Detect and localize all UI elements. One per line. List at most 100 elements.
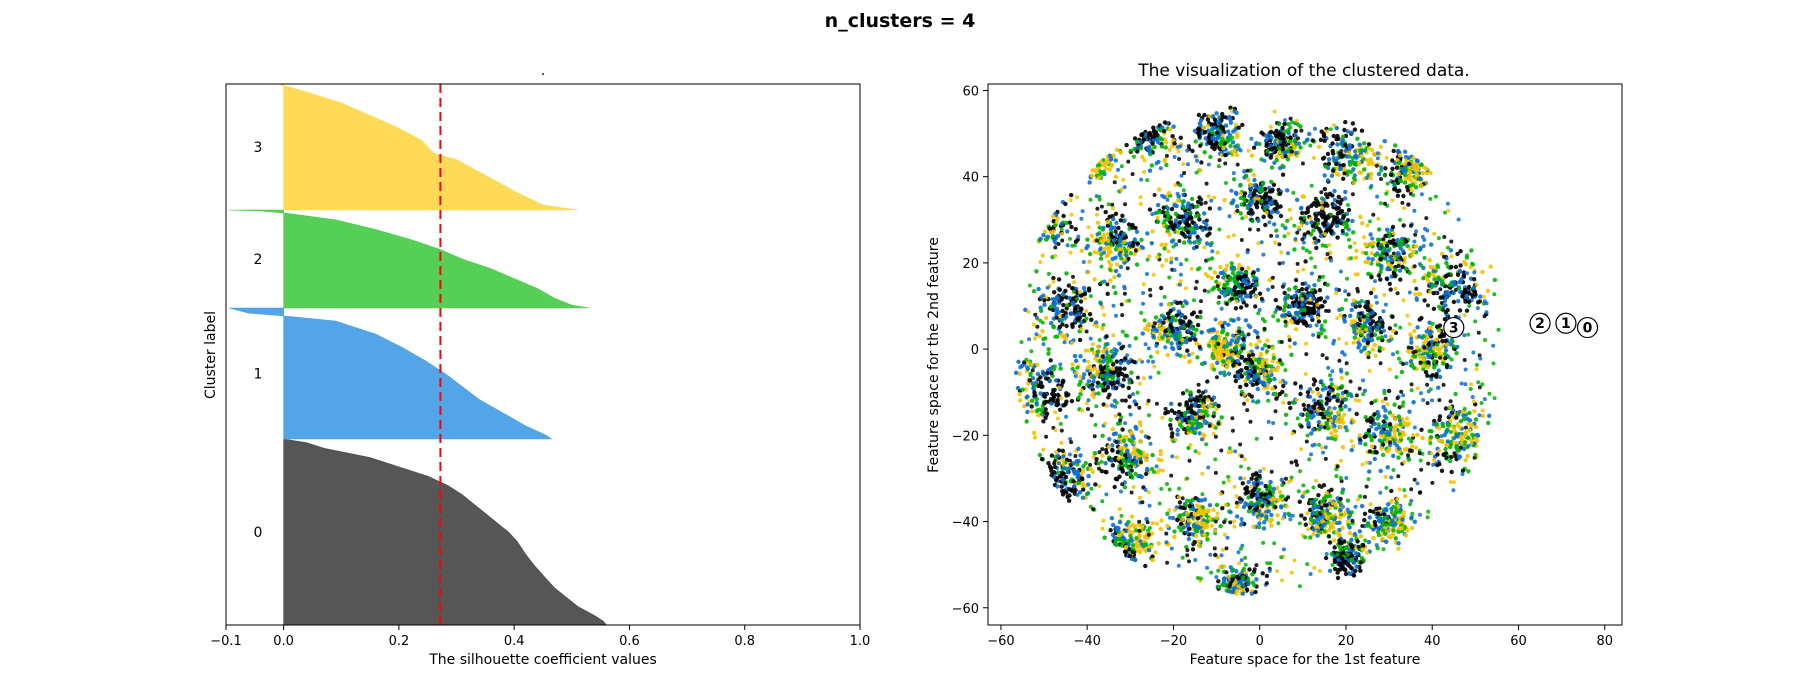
scatter-point: [1215, 250, 1220, 255]
scatter-point: [1223, 152, 1228, 158]
scatter-point: [1257, 501, 1262, 506]
scatter-point: [1335, 398, 1340, 403]
cluster-label-2: 2: [254, 252, 263, 268]
scatter-point: [1343, 571, 1349, 577]
scatter-point: [1074, 358, 1079, 363]
scatter-point: [1370, 417, 1375, 423]
scatter-point: [1293, 133, 1298, 138]
scatter-point: [1025, 381, 1031, 386]
scatter-point: [1095, 324, 1100, 329]
scatter-point: [1161, 314, 1167, 320]
scatter-point: [1085, 243, 1091, 249]
scatter-point: [1454, 415, 1459, 420]
scatter-point: [1140, 154, 1145, 160]
scatter-point: [1404, 239, 1409, 244]
scatter-point: [1373, 253, 1378, 258]
scatter-point: [1396, 148, 1401, 154]
cluster-scatter-plot: The visualization of the clustered data.…: [926, 61, 1623, 668]
scatter-point: [1305, 206, 1311, 211]
scatter-point: [1112, 484, 1117, 490]
scatter-point: [1237, 350, 1242, 356]
scatter-point: [1293, 277, 1299, 283]
scatter-point: [1087, 259, 1092, 264]
scatter-point: [1054, 308, 1059, 313]
scatter-point: [1414, 172, 1420, 178]
scatter-point: [1390, 166, 1395, 171]
scatter-point: [1387, 521, 1392, 527]
scatter-point: [1238, 211, 1243, 216]
scatter-point: [1143, 563, 1148, 569]
scatter-point: [1063, 474, 1069, 480]
scatter-point: [1473, 417, 1479, 422]
scatter-point: [1409, 178, 1414, 183]
scatter-point: [1346, 207, 1352, 213]
scatter-point: [1463, 294, 1468, 300]
scatter-point: [1190, 220, 1195, 225]
scatter-point: [1164, 162, 1169, 168]
scatter-point: [1318, 233, 1324, 239]
scatter-point: [1378, 468, 1383, 474]
scatter-point: [1252, 583, 1257, 588]
scatter-point: [1091, 351, 1097, 356]
scatter-point: [1169, 239, 1175, 244]
scatter-point: [1325, 227, 1330, 232]
scatter-point: [1266, 509, 1272, 514]
scatter-point: [1485, 288, 1491, 294]
scatter-point: [1163, 145, 1168, 150]
scatter-point: [1124, 142, 1129, 148]
scatter-point: [1183, 299, 1188, 304]
scatter-point: [1366, 142, 1372, 147]
scatter-point: [1330, 141, 1335, 146]
scatter-point: [1286, 310, 1292, 316]
scatter-point: [1193, 528, 1198, 533]
scatter-point: [1074, 370, 1079, 376]
scatter-point: [1340, 565, 1345, 570]
scatter-point: [1462, 287, 1468, 293]
scatter-point: [1455, 251, 1460, 257]
scatter-point: [1061, 302, 1066, 308]
scatter-point: [1392, 514, 1397, 519]
scatter-point: [1110, 376, 1115, 381]
scatter-point: [1071, 461, 1076, 466]
scatter-point: [1260, 360, 1265, 366]
scatter-point: [1183, 214, 1189, 219]
scatter-point: [1248, 182, 1253, 187]
scatter-point: [1328, 418, 1334, 423]
scatter-point: [1398, 178, 1404, 184]
scatter-point: [1379, 253, 1384, 258]
scatter-point: [1202, 129, 1208, 135]
scatter-point: [1079, 320, 1084, 325]
scatter-point: [1281, 136, 1286, 141]
scatter-point: [1350, 218, 1355, 224]
scatter-point: [1400, 517, 1405, 522]
scatter-point: [1240, 122, 1245, 128]
scatter-point: [1175, 432, 1180, 437]
scatter-point: [1087, 312, 1093, 317]
scatter-point: [1411, 155, 1416, 161]
scatter-point: [1440, 338, 1445, 344]
scatter-point: [1313, 213, 1319, 219]
scatter-point: [1234, 152, 1240, 158]
scatter-point: [1249, 200, 1255, 205]
scatter-point: [1378, 277, 1383, 282]
scatter-point: [1432, 277, 1437, 282]
scatter-point: [1358, 568, 1363, 573]
scatter-point: [1105, 360, 1110, 365]
scatter-point: [1304, 287, 1309, 292]
scatter-point: [1259, 130, 1264, 135]
scatter-point: [1084, 491, 1090, 497]
scatter-point: [1381, 434, 1386, 439]
scatter-point: [1214, 502, 1220, 508]
scatter-point: [1339, 375, 1344, 381]
scatter-point: [1064, 399, 1069, 404]
scatter-point: [1257, 141, 1262, 147]
scatter-point: [1322, 186, 1328, 192]
scatter-point: [1159, 285, 1164, 291]
scatter-point: [1320, 243, 1326, 248]
scatter-point: [1127, 553, 1133, 559]
scatter-point: [1066, 498, 1072, 503]
scatter-point: [1380, 536, 1385, 542]
scatter-point: [1230, 140, 1236, 145]
scatter-point: [1089, 173, 1095, 178]
